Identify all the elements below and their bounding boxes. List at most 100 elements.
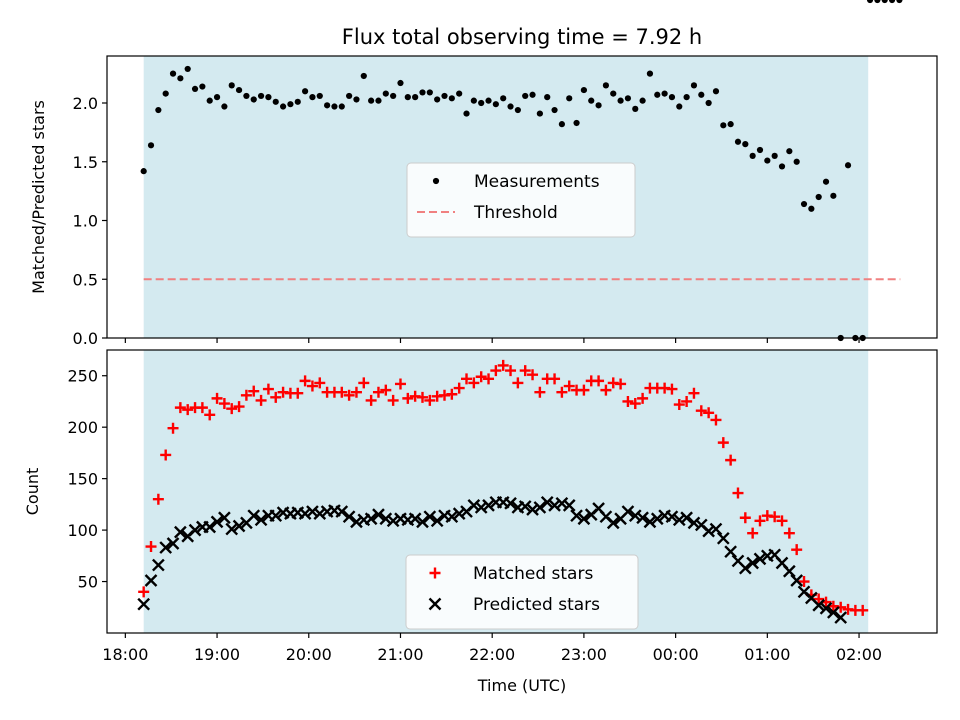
data-point <box>746 556 760 570</box>
data-point <box>688 387 700 399</box>
data-point <box>206 97 213 104</box>
data-point <box>866 0 874 4</box>
data-point <box>778 163 786 170</box>
data-point <box>683 94 690 101</box>
x-tick-label: 22:00 <box>469 645 515 664</box>
data-point <box>505 365 517 377</box>
data-point <box>522 92 529 100</box>
data-point <box>402 392 414 404</box>
data-point <box>306 505 319 518</box>
legend-swatch-matched-stars <box>429 567 441 579</box>
data-point <box>240 389 252 401</box>
data-point <box>800 200 808 208</box>
data-point <box>250 96 257 103</box>
data-point <box>637 392 649 404</box>
x-tick-label: 20:00 <box>286 645 332 664</box>
x-tick-label: 01:00 <box>744 645 790 664</box>
legend-label: Predicted stars <box>473 595 600 615</box>
data-point <box>140 168 147 175</box>
data-point <box>857 604 869 616</box>
data-point <box>448 95 455 102</box>
data-point <box>526 503 539 516</box>
data-point <box>335 505 349 518</box>
data-point <box>408 512 422 526</box>
data-point <box>225 522 239 536</box>
data-point <box>372 508 385 522</box>
data-point <box>888 0 896 4</box>
data-point <box>540 495 554 509</box>
data-point <box>309 94 316 101</box>
data-point <box>485 97 492 104</box>
data-point <box>534 386 546 398</box>
data-point <box>453 382 465 394</box>
legend-box <box>406 162 636 238</box>
data-point <box>152 493 164 505</box>
data-point <box>896 0 903 4</box>
data-point <box>514 106 521 114</box>
data-point <box>551 106 558 114</box>
data-point <box>426 89 433 96</box>
y-tick-label: 2.0 <box>73 94 98 113</box>
legend: Matched stars Predicted stars <box>405 554 639 630</box>
x-tick-label: 21:00 <box>377 645 423 664</box>
data-point <box>213 94 221 101</box>
data-point <box>184 65 191 73</box>
data-point <box>412 94 419 101</box>
y-tick-label: 150 <box>67 470 98 489</box>
data-point <box>467 499 481 512</box>
data-point <box>720 122 727 129</box>
data-point <box>254 513 268 527</box>
data-point <box>182 404 194 416</box>
data-point <box>445 510 459 524</box>
data-point <box>519 365 531 377</box>
data-point <box>747 527 759 539</box>
x-axis-label: Time (UTC) <box>477 676 566 695</box>
data-point <box>191 85 199 92</box>
data-point <box>672 513 686 527</box>
data-point <box>298 507 312 520</box>
data-point <box>342 510 356 524</box>
data-point <box>424 394 436 406</box>
data-point <box>497 359 509 371</box>
data-point <box>160 449 172 461</box>
data-point <box>292 387 304 399</box>
data-point <box>294 98 301 105</box>
data-point <box>504 496 517 510</box>
data-point <box>610 90 617 97</box>
data-point <box>629 398 641 410</box>
data-point <box>228 82 235 89</box>
data-point <box>155 106 162 114</box>
data-point <box>196 402 208 414</box>
data-point <box>724 545 737 559</box>
data-point <box>336 386 348 398</box>
data-point <box>265 94 272 101</box>
data-point <box>350 386 362 398</box>
y-tick-label: 0.5 <box>73 270 98 289</box>
data-point <box>248 385 260 397</box>
data-point <box>380 384 392 396</box>
legend: Measurements Threshold <box>406 162 636 238</box>
data-point <box>646 70 654 77</box>
data-point <box>452 507 466 520</box>
data-point <box>549 373 561 385</box>
data-point <box>815 193 822 201</box>
data-point <box>204 409 216 421</box>
data-point <box>423 510 437 524</box>
data-point <box>470 97 477 104</box>
data-point <box>753 552 767 566</box>
plot-frame <box>106 55 938 339</box>
data-point <box>218 398 230 410</box>
data-point <box>588 97 595 104</box>
ratio-panel: 0.0 0.5 1.0 1.5 2.0 Matched/Predicted stars Me… <box>29 0 938 348</box>
data-point <box>379 512 393 526</box>
data-point <box>580 86 588 94</box>
data-point <box>710 414 722 426</box>
data-point <box>615 378 627 390</box>
data-point <box>430 514 444 528</box>
y-tick-label: 250 <box>67 367 98 386</box>
data-point <box>145 541 157 553</box>
data-point <box>695 405 707 417</box>
y-tick-label: 200 <box>67 418 98 437</box>
data-point <box>636 511 649 525</box>
data-point <box>716 531 730 545</box>
